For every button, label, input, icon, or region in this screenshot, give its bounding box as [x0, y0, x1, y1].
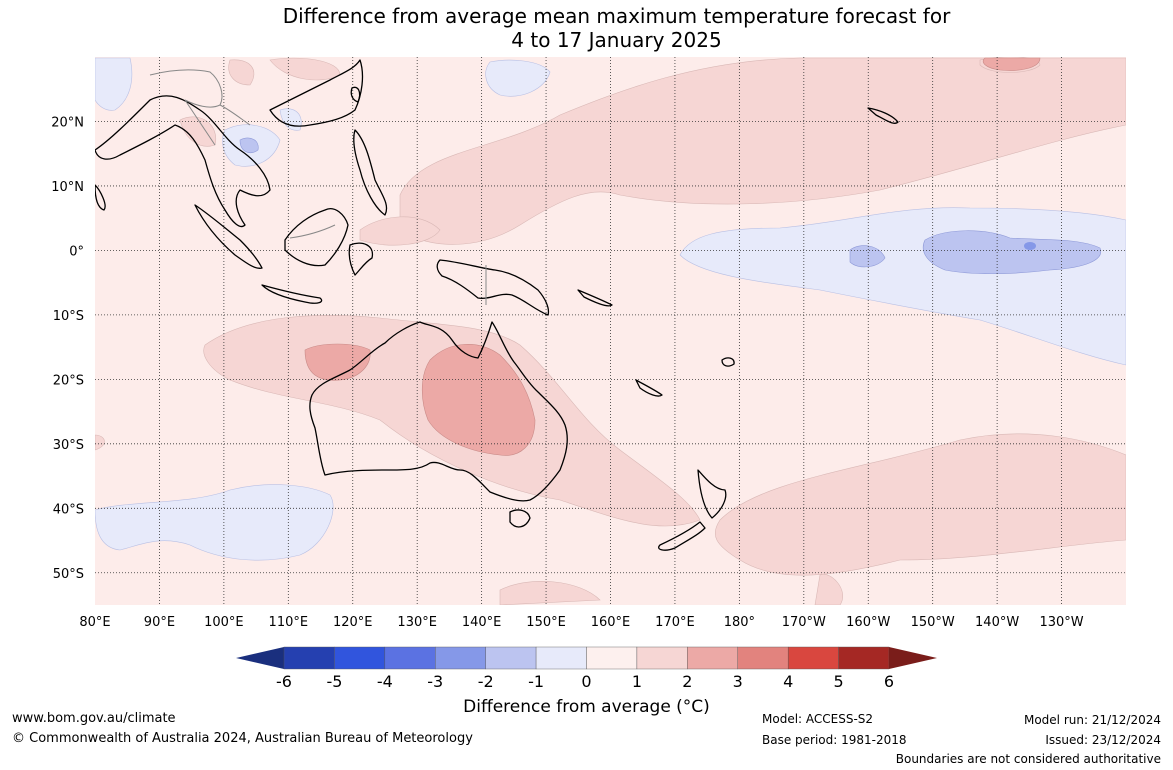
colorbar-label: Difference from average (°C): [463, 697, 710, 717]
map-title: Difference from average mean maximum tem…: [0, 4, 1173, 52]
colorbar-swatch: [435, 646, 486, 670]
longitude-label: 130°E: [397, 615, 437, 630]
colorbar-swatch: [384, 646, 436, 670]
colorbar-swatch: [687, 646, 738, 670]
longitude-label: 150°E: [526, 615, 566, 630]
latitude-label: 20°N: [51, 115, 84, 130]
indochina-coastline: [95, 95, 271, 228]
colorbar-tick-label: 1: [632, 672, 642, 691]
boundaries-disclaimer: Boundaries are not considered authoritat…: [895, 752, 1161, 766]
new-zealand-south-coastline: [658, 521, 706, 551]
new-caledonia-coastline: [635, 379, 663, 397]
colorbar-tick-label: -6: [276, 672, 292, 691]
colorbar-tick-label: 2: [682, 672, 692, 691]
colorbar-tick-label: -5: [326, 672, 342, 691]
longitude-label: 180°: [724, 615, 755, 630]
longitude-label: 160°E: [591, 615, 631, 630]
longitude-labels: 80°E 90°E 100°E 110°E 120°E 130°E 140°E 150°E 16…: [79, 615, 1083, 630]
colorbar-tick-label: -3: [427, 672, 443, 691]
philippines-coastline: [353, 129, 388, 216]
colorbar: -6 -5 -4 -3 -2 -1 0 1 2 3 4 5 6: [236, 646, 937, 691]
colorbar-tick-label: -2: [478, 672, 494, 691]
longitude-label: 140°W: [975, 615, 1019, 630]
latitude-label: 10°N: [51, 180, 84, 195]
model-name: Model: ACCESS-S2: [762, 712, 874, 726]
fiji-coastline: [721, 357, 735, 367]
base-period: Base period: 1981-2018: [762, 733, 907, 747]
borneo-coastline: [284, 208, 349, 267]
colorbar-swatch: [283, 646, 335, 670]
longitude-label: 140°E: [462, 615, 502, 630]
longitude-label: 80°E: [79, 615, 110, 630]
java-coastline: [261, 284, 323, 304]
longitude-label: 170°W: [782, 615, 826, 630]
latitude-label: 40°S: [53, 502, 84, 517]
india-coast-fragment: [95, 184, 106, 211]
colorbar-under-arrow: [236, 647, 284, 669]
australia-coastline: [309, 321, 568, 502]
colorbar-swatch: [535, 646, 587, 670]
graticule: [95, 57, 1126, 605]
issued-date: Issued: 23/12/2024: [1045, 733, 1161, 747]
tasmania-coastline: [509, 509, 531, 528]
taiwan-coastline: [350, 86, 361, 103]
new-guinea-coastline: [436, 259, 550, 316]
colorbar-tick-label: -1: [528, 672, 544, 691]
colorbar-tick-label: 6: [884, 672, 894, 691]
title-line-1: Difference from average mean maximum tem…: [282, 4, 951, 28]
longitude-label: 150°W: [911, 615, 955, 630]
colorbar-tick-label: 3: [733, 672, 743, 691]
latitude-label: 30°S: [53, 438, 84, 453]
china-coastline: [269, 59, 364, 127]
copyright-notice: © Commonwealth of Australia 2024, Austra…: [12, 731, 473, 746]
latitude-label: 50°S: [53, 567, 84, 582]
latitude-label: 0°: [69, 244, 84, 259]
colorbar-swatch: [737, 646, 789, 670]
colorbar-swatch: [586, 646, 638, 670]
colorbar-swatch: [334, 646, 386, 670]
solomon-islands-coastline: [577, 289, 613, 307]
latitude-label: 10°S: [53, 309, 84, 324]
colorbar-swatch: [787, 646, 839, 670]
colorbar-swatch: [485, 646, 537, 670]
longitude-label: 90°E: [144, 615, 175, 630]
colorbar-swatch: [838, 646, 890, 670]
hawaii-coastline: [867, 107, 899, 124]
map-field: [95, 57, 1126, 605]
colorbar-tick-label: 5: [833, 672, 843, 691]
colorbar-over-arrow: [889, 647, 937, 669]
colorbar-tick-label: 0: [581, 672, 591, 691]
longitude-label: 130°W: [1039, 615, 1083, 630]
anomaly-minus3-to-minus2-spot: [1024, 242, 1036, 250]
country-borders: [149, 69, 487, 305]
longitude-label: 120°E: [333, 615, 373, 630]
coastlines: [95, 59, 899, 551]
new-zealand-north-coastline: [697, 469, 727, 519]
sulawesi-coastline: [348, 242, 374, 276]
longitude-label: 100°E: [204, 615, 244, 630]
longitude-label: 170°E: [655, 615, 695, 630]
colorbar-swatch: [636, 646, 688, 670]
colorbar-tick-label: -4: [377, 672, 393, 691]
latitude-label: 20°S: [53, 373, 84, 388]
sumatra-coastline: [194, 204, 263, 269]
bom-url[interactable]: www.bom.gov.au/climate: [12, 711, 176, 726]
longitude-label: 110°E: [269, 615, 309, 630]
anomaly-minus2-to-minus1-regions: [239, 137, 1102, 275]
longitude-label: 160°W: [846, 615, 890, 630]
latitude-labels: 20°N 10°N 0° 10°S 20°S 30°S 40°S 50°S: [51, 115, 84, 581]
colorbar-tick-label: 4: [783, 672, 793, 691]
model-run: Model run: 21/12/2024: [1023, 713, 1161, 727]
title-line-2: 4 to 17 January 2025: [511, 28, 722, 52]
anomaly-2-to-3-regions: [304, 57, 1041, 456]
